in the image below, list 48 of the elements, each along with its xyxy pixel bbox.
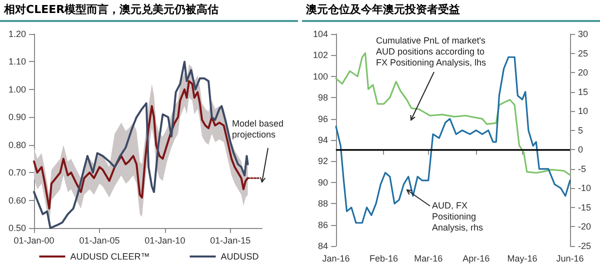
y-tick-label: 1.10 [8, 56, 26, 67]
y2-tick-label: 10 [578, 106, 588, 116]
y2-tick-label: -20 [578, 222, 592, 232]
y-tick-label: 0.80 [8, 140, 26, 150]
y-tick-label: 96 [318, 114, 328, 124]
y2-tick-label: -25 [578, 241, 592, 251]
y2-tick-label: 0 [578, 144, 584, 155]
x-tick-label: Mar-16 [414, 254, 443, 264]
y-tick-label: 102 [312, 50, 328, 60]
y2-tick-label: 25 [578, 48, 588, 58]
annotation: Model based projections [232, 118, 286, 140]
y2-tick-label: 15 [578, 86, 588, 97]
x-tick-label: 01-Jan-00 [14, 236, 54, 246]
x-tick-label: May-16 [507, 254, 538, 264]
x-tick-label: 01-Jan-15 [210, 236, 251, 246]
y-tick-label: 84 [318, 241, 328, 251]
x-tick-label: 01-Jan-05 [79, 236, 120, 246]
y-tick-label: 86 [318, 220, 328, 230]
y-tick-label: 100 [312, 71, 328, 82]
y-tick-label: 0.50 [8, 223, 26, 233]
y2-tick-label: -15 [578, 202, 592, 212]
chart-title: 相对CLEER模型而言，澳元兑美元仍被高估 [0, 0, 298, 22]
y2-tick-label: 30 [578, 29, 588, 39]
x-tick-label: Jun-16 [556, 254, 584, 264]
legend-label: AUDUSD CLEER™ [70, 252, 150, 262]
y-tick-label: 0.60 [8, 195, 26, 206]
annotation: AUD, FX Positioning Analysis, rhs [432, 200, 484, 232]
y2-tick-label: 5 [578, 125, 584, 136]
y-tick-label: 92 [318, 156, 328, 166]
chart-title: 澳元仓位及今年澳元投资者受益 [302, 0, 600, 22]
y-tick-label: 90 [318, 177, 328, 188]
y-tick-label: 98 [318, 92, 328, 103]
x-tick-label: Feb-16 [369, 254, 398, 264]
y-tick-label: 94 [318, 135, 328, 145]
y-tick-label: 88 [318, 198, 328, 209]
y-tick-label: 1.00 [8, 84, 26, 94]
y2-tick-label: -10 [578, 183, 592, 194]
x-tick-label: 01-Jan-10 [144, 236, 186, 246]
legend-label: AUDUSD [220, 252, 260, 262]
y-tick-label: 0.70 [8, 168, 26, 178]
y-tick-label: 104 [312, 29, 328, 39]
y2-tick-label: -5 [578, 164, 586, 174]
y2-tick-label: 20 [578, 68, 588, 78]
y-tick-label: 1.20 [8, 29, 26, 39]
x-tick-label: Jan-16 [322, 254, 350, 264]
annotation: Cumulative PnL of market's AUD positions according to FX Positioning Analysis, lhs [376, 36, 488, 68]
x-tick-label: Apr-16 [462, 254, 490, 264]
y-tick-label: 0.90 [8, 112, 26, 122]
